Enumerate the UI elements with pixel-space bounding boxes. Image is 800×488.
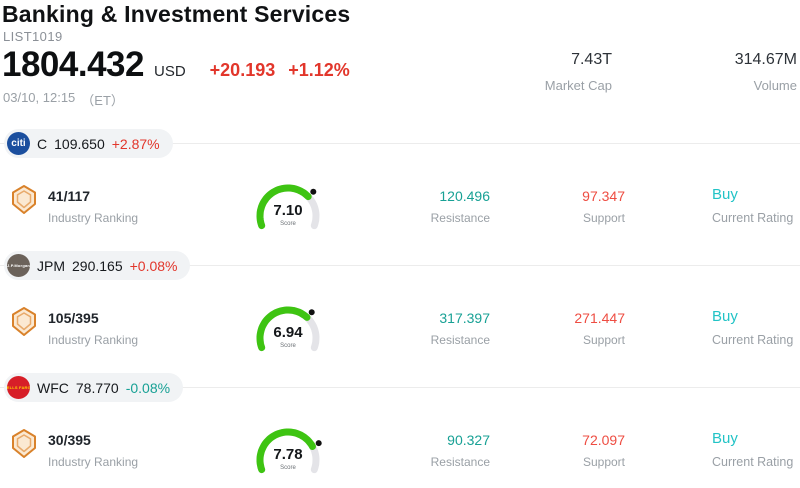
quote-timezone: （ET） xyxy=(81,93,124,108)
currency-label: USD xyxy=(153,63,186,80)
index-price: 1804.432 xyxy=(2,45,144,84)
support-block: 271.447 Support xyxy=(505,310,625,347)
stock-ticker-pill[interactable]: J.P.Morgan JPM 290.165 +0.08% xyxy=(4,251,191,280)
stock-row-wfc: WELLS FARGO WFC 78.770 -0.08% 30/395 Ind… xyxy=(0,373,800,488)
stock-price: 290.165 xyxy=(72,257,123,274)
score-gauge: 7.10 Score xyxy=(246,178,330,248)
current-rating-value: Buy xyxy=(712,186,738,203)
score-value: 7.10 xyxy=(273,202,303,219)
rating-block: Buy Current Rating xyxy=(712,430,800,469)
resistance-value: 317.397 xyxy=(439,310,490,326)
industry-ranking-label: Industry Ranking xyxy=(48,333,139,347)
support-label: Support xyxy=(582,211,625,225)
quote-timestamp: 03/10, 12:15 （ET） xyxy=(3,90,124,109)
resistance-label: Resistance xyxy=(430,333,490,347)
wells-fargo-logo-icon: WELLS FARGO xyxy=(7,376,30,399)
current-rating-value: Buy xyxy=(712,430,738,447)
ranking-medal-icon xyxy=(9,184,39,216)
stock-row-jpm: J.P.Morgan JPM 290.165 +0.08% 105/395 In… xyxy=(0,251,800,387)
quote-datetime: 03/10, 12:15 xyxy=(3,90,76,105)
resistance-value: 90.327 xyxy=(447,432,490,448)
stock-price: 109.650 xyxy=(54,135,105,152)
industry-ranking-value: 105/395 xyxy=(48,310,99,326)
current-rating-label: Current Rating xyxy=(712,333,794,347)
stock-ticker-pill[interactable]: WELLS FARGO WFC 78.770 -0.08% xyxy=(4,373,184,402)
resistance-block: 120.496 Resistance xyxy=(360,188,490,225)
industry-ranking-label: Industry Ranking xyxy=(48,455,139,469)
market-cap-label: Market Cap xyxy=(544,78,612,93)
score-value: 6.94 xyxy=(273,324,303,341)
resistance-block: 90.327 Resistance xyxy=(360,432,490,469)
stock-price: 78.770 xyxy=(75,379,119,396)
stock-ticker: WFC xyxy=(37,379,69,396)
support-block: 72.097 Support xyxy=(505,432,625,469)
stock-change-percent: -0.08% xyxy=(125,379,171,396)
jpmorgan-logo-icon: J.P.Morgan xyxy=(7,254,30,277)
citi-logo-icon: citi xyxy=(7,132,30,155)
market-cap-value: 7.43T xyxy=(571,51,612,68)
score-gauge: 7.78 Score xyxy=(246,422,330,488)
page-title: Banking & Investment Services xyxy=(2,1,351,27)
score-gauge: 6.94 Score xyxy=(246,300,330,370)
rating-block: Buy Current Rating xyxy=(712,308,800,347)
score-gauge-arc xyxy=(256,306,320,352)
resistance-label: Resistance xyxy=(430,211,490,225)
support-value: 97.347 xyxy=(582,188,625,204)
index-change-percent: +1.12% xyxy=(288,60,350,80)
industry-ranking-block: 41/117 Industry Ranking xyxy=(48,188,138,225)
current-rating-label: Current Rating xyxy=(712,455,794,469)
industry-ranking-block: 105/395 Industry Ranking xyxy=(48,310,138,347)
support-label: Support xyxy=(582,333,625,347)
industry-ranking-label: Industry Ranking xyxy=(48,211,139,225)
current-rating-value: Buy xyxy=(712,308,738,325)
support-value: 72.097 xyxy=(582,432,625,448)
index-change: +20.193 xyxy=(209,60,276,80)
score-label: Score xyxy=(280,343,296,349)
resistance-block: 317.397 Resistance xyxy=(360,310,490,347)
index-price-row: 1804.432 USD +20.193 +1.12% xyxy=(2,45,350,85)
industry-ranking-value: 41/117 xyxy=(48,188,91,204)
score-gauge-arc xyxy=(256,428,322,474)
list-id: LIST1019 xyxy=(3,29,63,44)
volume-stat: 314.67M Volume xyxy=(735,51,797,93)
stock-ticker: JPM xyxy=(37,257,65,274)
support-block: 97.347 Support xyxy=(505,188,625,225)
volume-label: Volume xyxy=(753,78,797,93)
market-cap-stat: 7.43T Market Cap xyxy=(545,51,612,93)
stock-change-percent: +2.87% xyxy=(111,135,160,152)
stock-ticker-pill[interactable]: citi C 109.650 +2.87% xyxy=(4,129,173,158)
resistance-label: Resistance xyxy=(430,455,490,469)
industry-ranking-value: 30/395 xyxy=(48,432,91,448)
score-gauge-arc xyxy=(256,184,320,230)
support-label: Support xyxy=(582,455,625,469)
current-rating-label: Current Rating xyxy=(712,211,794,225)
stock-ticker: C xyxy=(37,135,48,152)
score-value: 7.78 xyxy=(273,446,303,463)
resistance-value: 120.496 xyxy=(439,188,490,204)
stock-change-percent: +0.08% xyxy=(129,257,178,274)
volume-value: 314.67M xyxy=(734,51,797,68)
stock-row-c: citi C 109.650 +2.87% 41/117 Industry Ra… xyxy=(0,129,800,265)
score-label: Score xyxy=(280,465,296,471)
ranking-medal-icon xyxy=(9,306,39,338)
support-value: 271.447 xyxy=(574,310,625,326)
rating-block: Buy Current Rating xyxy=(712,186,800,225)
score-label: Score xyxy=(280,221,296,227)
industry-ranking-block: 30/395 Industry Ranking xyxy=(48,432,138,469)
ranking-medal-icon xyxy=(9,428,39,460)
